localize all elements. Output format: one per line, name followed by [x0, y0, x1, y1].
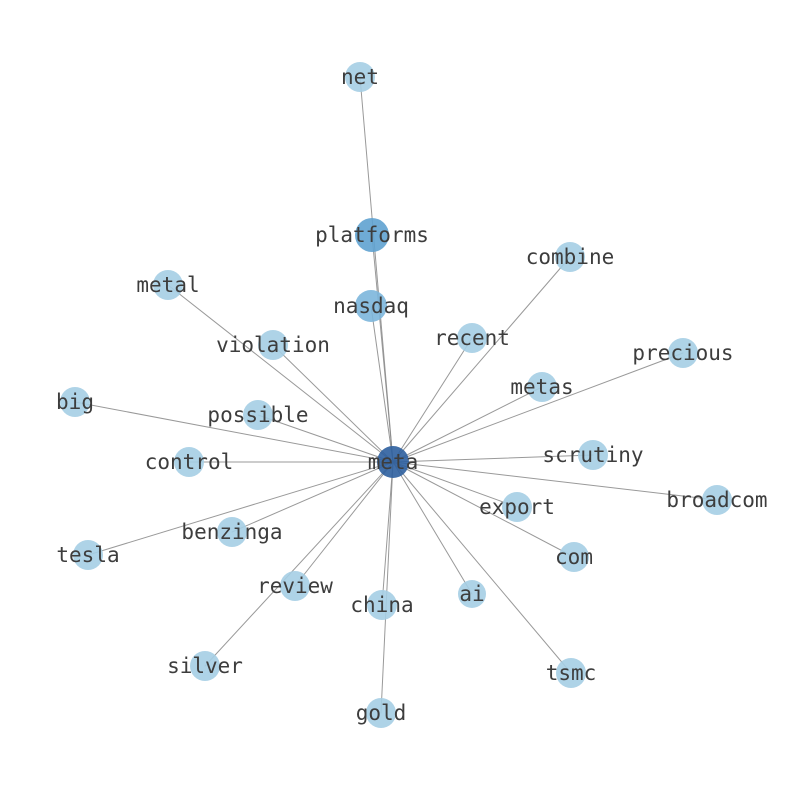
node-label-china: china — [350, 593, 413, 617]
node-com — [559, 542, 589, 572]
edge-meta-scrutiny — [392, 454, 594, 463]
node-label-meta: meta — [368, 450, 419, 474]
node-label-control: control — [145, 450, 234, 474]
node-metas — [527, 372, 557, 402]
edge-meta-china — [381, 461, 394, 606]
edge-meta-metas — [392, 386, 543, 463]
node-big — [60, 387, 90, 417]
node-label-big: big — [56, 390, 94, 414]
node-ai — [458, 580, 486, 608]
edge-meta-precious — [392, 352, 684, 463]
node-precious — [668, 338, 698, 368]
node-label-precious: precious — [632, 341, 733, 365]
nodes-layer — [60, 62, 732, 728]
node-violation — [258, 330, 288, 360]
node-label-nasdaq: nasdaq — [333, 294, 409, 318]
node-label-combine: combine — [526, 245, 615, 269]
node-tesla — [73, 540, 103, 570]
node-label-broadcom: broadcom — [666, 488, 767, 512]
node-label-ai: ai — [459, 582, 484, 606]
edge-meta-broadcom — [392, 461, 718, 501]
node-possible — [243, 400, 273, 430]
node-tsmc — [556, 658, 586, 688]
node-scrutiny — [578, 440, 608, 470]
node-label-platforms: platforms — [315, 223, 429, 247]
node-platforms — [355, 218, 389, 252]
node-label-review: review — [257, 574, 333, 598]
node-label-violation: violation — [216, 333, 330, 357]
node-recent — [457, 323, 487, 353]
edge-meta-platforms — [371, 234, 394, 463]
node-label-gold: gold — [356, 701, 407, 725]
edge-meta-combine — [392, 256, 571, 463]
node-label-metas: metas — [510, 375, 573, 399]
node-label-metal: metal — [136, 273, 199, 297]
edge-meta-export — [392, 461, 518, 508]
edge-meta-tsmc — [392, 461, 572, 674]
edges-layer — [74, 76, 718, 714]
node-control — [174, 447, 204, 477]
edge-meta-possible — [257, 414, 394, 463]
node-nasdaq — [355, 290, 387, 322]
node-meta — [377, 446, 409, 478]
node-label-possible: possible — [207, 403, 308, 427]
node-label-tsmc: tsmc — [546, 661, 597, 685]
node-gold — [366, 698, 396, 728]
node-label-tesla: tesla — [56, 543, 119, 567]
node-net — [345, 62, 375, 92]
node-broadcom — [702, 485, 732, 515]
node-combine — [555, 242, 585, 272]
edge-meta-gold — [380, 461, 394, 714]
edge-meta-benzinga — [231, 461, 394, 533]
labels-layer: meta net platforms nasdaq combine metal violat… — [56, 65, 768, 725]
node-label-benzinga: benzinga — [181, 520, 282, 544]
node-label-silver: silver — [167, 654, 243, 678]
node-label-export: export — [479, 495, 555, 519]
edge-meta-metal — [167, 284, 394, 463]
edge-meta-nasdaq — [370, 305, 394, 463]
node-label-net: net — [341, 65, 379, 89]
node-label-com: com — [555, 545, 593, 569]
edge-meta-violation — [272, 344, 394, 463]
edge-meta-tesla — [87, 461, 394, 556]
edge-meta-review — [294, 461, 394, 587]
node-label-recent: recent — [434, 326, 510, 350]
edge-meta-big — [74, 401, 394, 463]
node-export — [502, 492, 532, 522]
node-review — [280, 571, 310, 601]
node-china — [367, 590, 397, 620]
edge-meta-com — [392, 461, 575, 558]
edge-meta-silver — [204, 461, 394, 667]
edge-meta-recent — [392, 337, 473, 463]
node-benzinga — [217, 517, 247, 547]
node-metal — [153, 270, 183, 300]
node-label-scrutiny: scrutiny — [542, 443, 643, 467]
edge-meta-ai — [392, 461, 473, 595]
node-silver — [190, 651, 220, 681]
